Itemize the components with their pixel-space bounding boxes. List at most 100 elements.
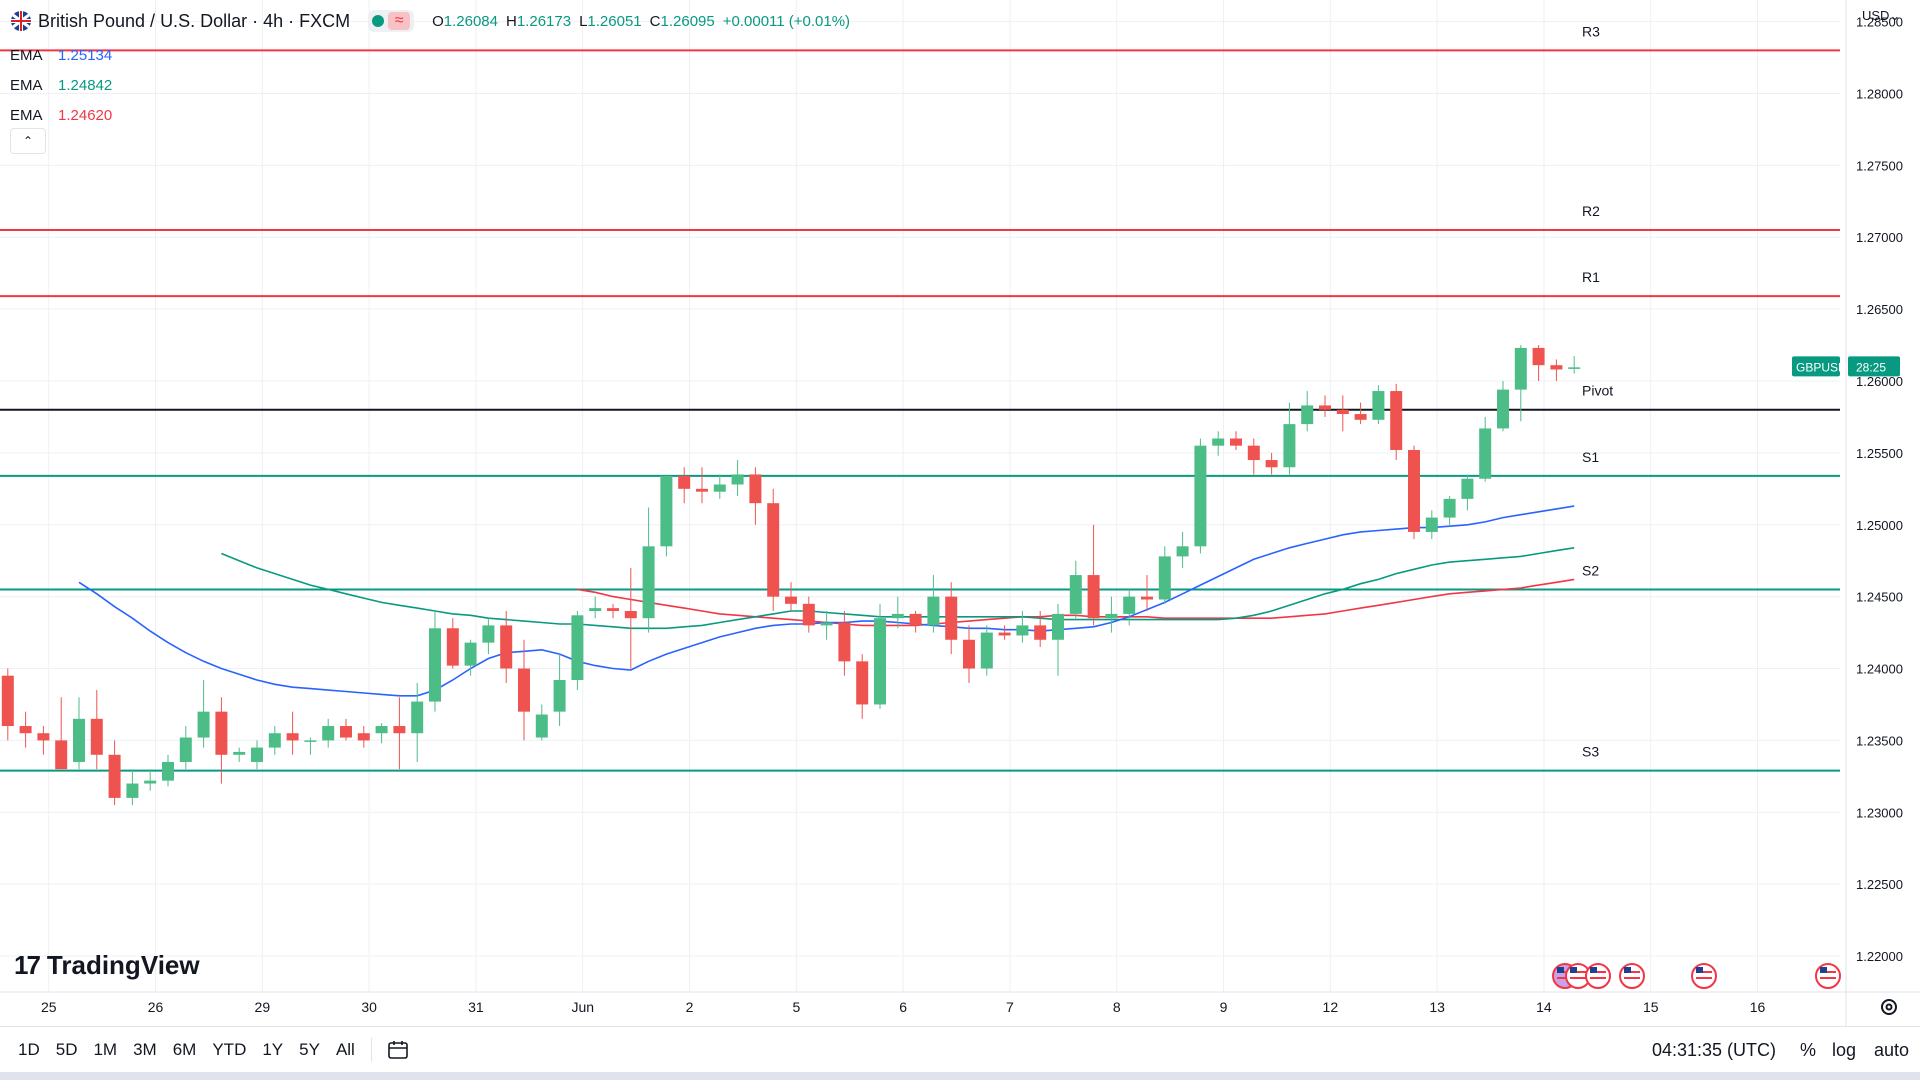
symbol-title[interactable]: British Pound / U.S. Dollar · 4h · FXCM [38, 10, 351, 31]
y-tick-label: 1.22500 [1856, 877, 1903, 892]
candle-up [1016, 625, 1029, 636]
candle-down [1550, 365, 1563, 370]
x-tick-label: 5 [792, 999, 800, 1015]
candle-down [963, 639, 975, 669]
range-5d-button[interactable]: 5D [55, 1040, 78, 1059]
candle-up [1194, 445, 1207, 547]
logo-text: TradingView [46, 950, 200, 980]
auto-scale-toggle[interactable]: auto [1874, 1039, 1910, 1060]
range-3m-button[interactable]: 3M [133, 1040, 157, 1059]
log-scale-toggle[interactable]: log [1832, 1039, 1857, 1060]
x-tick-label: 8 [1113, 999, 1121, 1015]
candle-up [1425, 517, 1438, 532]
percent-scale-toggle[interactable]: % [1800, 1039, 1817, 1060]
range-all-button[interactable]: All [335, 1040, 355, 1059]
candle-up [197, 711, 210, 738]
candle-down [1336, 409, 1349, 415]
ohlc-values: O1.26084 H1.26173 L1.26051 C1.26095 +0.0… [432, 12, 851, 30]
market-open-dot-icon [372, 15, 385, 27]
candle-up [1497, 389, 1509, 429]
candle-down [1087, 575, 1100, 619]
y-tick-label: 1.27000 [1856, 230, 1903, 245]
ema-row[interactable]: EMA 1.25134 [10, 46, 113, 64]
candle-up [713, 484, 726, 492]
candle-down [500, 625, 513, 669]
event-canton [1820, 967, 1827, 973]
candle-up [162, 761, 174, 781]
candle-up [1158, 556, 1171, 600]
candle-up [411, 701, 424, 734]
y-tick-label: 1.26500 [1856, 302, 1903, 317]
us-event-icon [1815, 963, 1841, 989]
x-tick-label: 26 [148, 999, 164, 1015]
range-5y-button[interactable]: 5Y [299, 1040, 320, 1059]
countdown-label: 28:25 [1856, 360, 1886, 374]
pivot-level-label: S3 [1582, 744, 1599, 760]
candle-down [215, 711, 228, 755]
range-1m-button[interactable]: 1M [93, 1040, 118, 1059]
candle-up [144, 780, 157, 784]
candle-down [785, 596, 797, 604]
candle-up [73, 718, 85, 762]
range-ytd-button[interactable]: YTD [212, 1040, 247, 1059]
candle-up [322, 726, 335, 741]
currency-selector[interactable]: USD⌄ [1862, 8, 1901, 23]
candle-up [1069, 575, 1082, 614]
pivot-level-label: R3 [1582, 23, 1600, 39]
candle-up [891, 613, 904, 619]
pivot-level-label: S2 [1582, 562, 1599, 578]
y-tick-label: 1.25000 [1856, 518, 1903, 533]
us-event-icon [1585, 963, 1611, 989]
x-tick-label: Jun [571, 999, 594, 1015]
candle-down [696, 488, 708, 492]
candle-up [731, 474, 744, 485]
candle-up [589, 608, 602, 612]
candle-up [304, 740, 317, 742]
event-circle [1619, 963, 1645, 989]
candle-down [1532, 347, 1545, 366]
y-tick-label: 1.28500 [1856, 15, 1903, 30]
calendar-goto-icon[interactable] [386, 1038, 410, 1062]
y-tick-label: 1.23000 [1856, 805, 1903, 820]
x-tick-label: 29 [255, 999, 271, 1015]
bottom-toolbar: 1D 5D 1M 3M 6M YTD 1Y 5Y All 04:31:35 (U… [0, 1026, 1920, 1073]
candle-down [340, 726, 352, 738]
pivot-level-label: Pivot [1582, 383, 1613, 399]
ema-row[interactable]: EMA 1.24620 [10, 106, 113, 124]
market-status-pill[interactable]: ≈ [368, 10, 415, 32]
candle-down [856, 661, 869, 705]
candle-up [642, 546, 655, 619]
candle-down [767, 503, 780, 597]
candle-down [1354, 414, 1367, 420]
candle-up [1301, 405, 1314, 425]
candle-up [874, 618, 886, 705]
candle-down [1390, 391, 1403, 450]
us-event-icon [1691, 963, 1717, 989]
settings-gear-icon[interactable] [1878, 996, 1900, 1018]
ema-row[interactable]: EMA 1.24842 [10, 76, 113, 94]
collapse-indicators-button[interactable]: ⌃ [10, 128, 46, 154]
ema-fast-line [78, 505, 1575, 697]
range-1d-button[interactable]: 1D [18, 1040, 40, 1059]
utc-clock[interactable]: 04:31:35 (UTC) [1651, 1039, 1776, 1060]
bottom-strip [0, 1072, 1920, 1080]
chart-header: British Pound / U.S. Dollar · 4h · FXCM … [10, 8, 850, 34]
event-circle [1815, 963, 1841, 989]
change-value: +0.00011 (+0.01%) [722, 12, 851, 30]
candle-down [624, 611, 637, 619]
candle-down [1034, 625, 1047, 640]
y-tick-label: 1.24000 [1856, 662, 1903, 677]
tradingview-logo-icon: 17 [14, 950, 41, 980]
x-tick-label: 15 [1643, 999, 1659, 1015]
range-1y-button[interactable]: 1Y [262, 1040, 284, 1059]
x-tick-label: 2 [686, 999, 694, 1015]
candle-up [553, 680, 566, 712]
candle-down [518, 668, 530, 712]
y-tick-label: 1.28000 [1856, 86, 1903, 101]
candle-down [607, 608, 619, 612]
candle-down [55, 740, 68, 770]
y-tick-label: 1.24500 [1856, 590, 1903, 605]
candle-down [1230, 438, 1242, 446]
range-6m-button[interactable]: 6M [172, 1040, 197, 1059]
